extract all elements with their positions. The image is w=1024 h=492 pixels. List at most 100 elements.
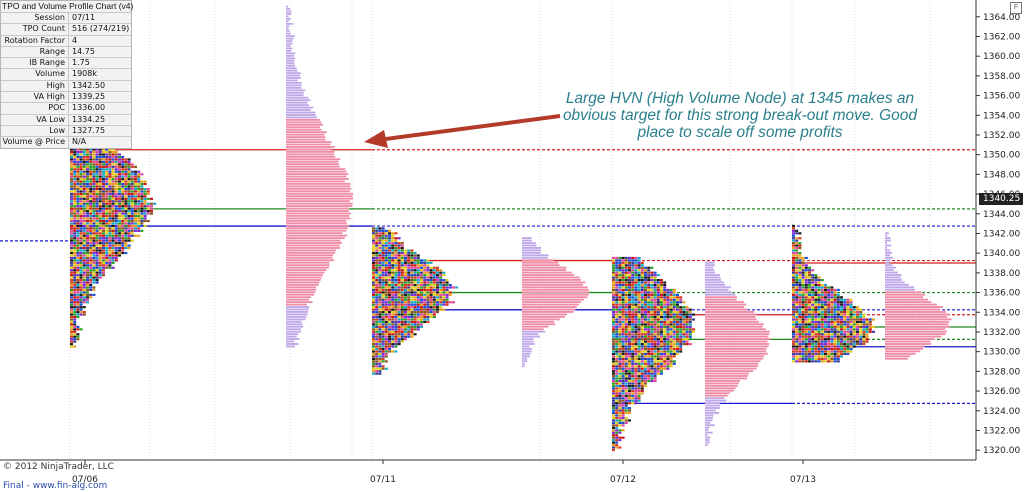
chart-corner-button[interactable]: F: [1010, 2, 1022, 14]
tpo-block: [634, 402, 638, 405]
tpo-block: [830, 323, 834, 326]
tpo-block: [79, 247, 83, 250]
tpo-block: [634, 315, 638, 319]
tpo-block: [372, 365, 375, 368]
tpo-block: [413, 298, 417, 301]
volume-bar: [286, 291, 316, 294]
tpo-block: [89, 288, 93, 292]
tpo-block: [833, 323, 837, 326]
tpo-block: [89, 234, 93, 237]
tpo-block: [137, 175, 141, 178]
volume-bar: [286, 136, 326, 139]
tpo-block: [795, 279, 799, 282]
tpo-block: [384, 293, 388, 296]
volume-bar: [286, 96, 309, 99]
tpo-block: [121, 227, 125, 230]
tpo-block: [105, 249, 109, 252]
tpo-block: [663, 335, 667, 338]
tpo-block: [621, 416, 625, 420]
tpo-block: [79, 313, 83, 316]
tpo-block: [653, 352, 657, 356]
tpo-block: [102, 212, 105, 215]
tpo-block: [621, 298, 625, 301]
tpo-block: [70, 249, 73, 252]
tpo-block: [410, 291, 414, 294]
tpo-block: [615, 426, 619, 429]
tpo-block: [618, 362, 622, 365]
volume-bar: [885, 325, 951, 328]
tpo-block: [833, 301, 837, 304]
tpo-block: [98, 212, 102, 215]
volume-bar: [705, 269, 715, 272]
tpo-block: [843, 313, 847, 316]
tpo-block: [86, 180, 89, 183]
volume-bar: [286, 84, 302, 87]
tpo-block: [618, 365, 622, 368]
tpo-block: [637, 296, 641, 299]
tpo-block: [653, 306, 657, 309]
volume-bar: [705, 313, 757, 316]
tpo-block: [618, 335, 622, 338]
tpo-block: [95, 279, 99, 282]
tpo-block: [127, 170, 131, 173]
volume-bar: [522, 251, 541, 254]
tpo-block: [628, 328, 631, 331]
tpo-block: [653, 360, 657, 363]
tpo-block: [372, 266, 375, 269]
tpo-block: [814, 276, 818, 279]
volume-bar: [286, 104, 309, 107]
volume-bar: [286, 345, 296, 348]
tpo-block: [840, 296, 843, 299]
tpo-block: [416, 286, 420, 289]
tpo-block: [397, 335, 401, 338]
tpo-block: [416, 311, 420, 314]
tpo-block: [73, 148, 77, 151]
tpo-block: [669, 301, 673, 304]
tpo-block: [792, 254, 795, 257]
tpo-block: [381, 256, 385, 260]
tpo-block: [663, 306, 667, 309]
tpo-block: [372, 323, 375, 326]
tpo-block: [429, 296, 433, 299]
tpo-block: [618, 274, 622, 277]
tpo-block: [843, 328, 847, 331]
tpo-block: [624, 379, 628, 383]
tpo-block: [70, 328, 73, 331]
tpo-block: [86, 165, 89, 168]
tpo-block: [76, 148, 80, 151]
tpo-block: [397, 313, 401, 316]
tpo-block: [814, 306, 818, 309]
tpo-block: [804, 308, 808, 311]
tpo-block: [130, 222, 134, 225]
tpo-block: [666, 350, 670, 353]
tpo-block: [628, 387, 631, 390]
volume-bar: [286, 244, 340, 247]
volume-bar: [286, 286, 317, 289]
tpo-block: [394, 306, 398, 309]
tpo-block: [840, 340, 843, 343]
tpo-block: [795, 237, 799, 240]
tpo-block: [612, 411, 615, 415]
tpo-block: [685, 313, 689, 316]
volume-bar: [286, 182, 351, 185]
tpo-block: [82, 219, 86, 223]
tpo-block: [86, 274, 89, 277]
tpo-block: [843, 315, 847, 319]
tpo-block: [92, 256, 96, 260]
tpo-block: [137, 207, 141, 210]
tpo-block: [70, 301, 73, 304]
tpo-block: [118, 210, 121, 213]
tpo-block: [804, 352, 808, 356]
tpo-block: [82, 202, 86, 205]
tpo-block: [650, 370, 654, 373]
website-link[interactable]: Final - www.fin-alg.com: [3, 481, 108, 491]
tpo-block: [375, 298, 379, 301]
tpo-block: [615, 439, 619, 442]
tpo-block: [105, 165, 109, 168]
tpo-block: [792, 266, 795, 269]
tpo-block: [644, 313, 647, 316]
tpo-block: [647, 281, 651, 284]
tpo-block: [426, 298, 430, 301]
tpo-block: [814, 318, 818, 321]
tpo-block: [637, 256, 641, 260]
